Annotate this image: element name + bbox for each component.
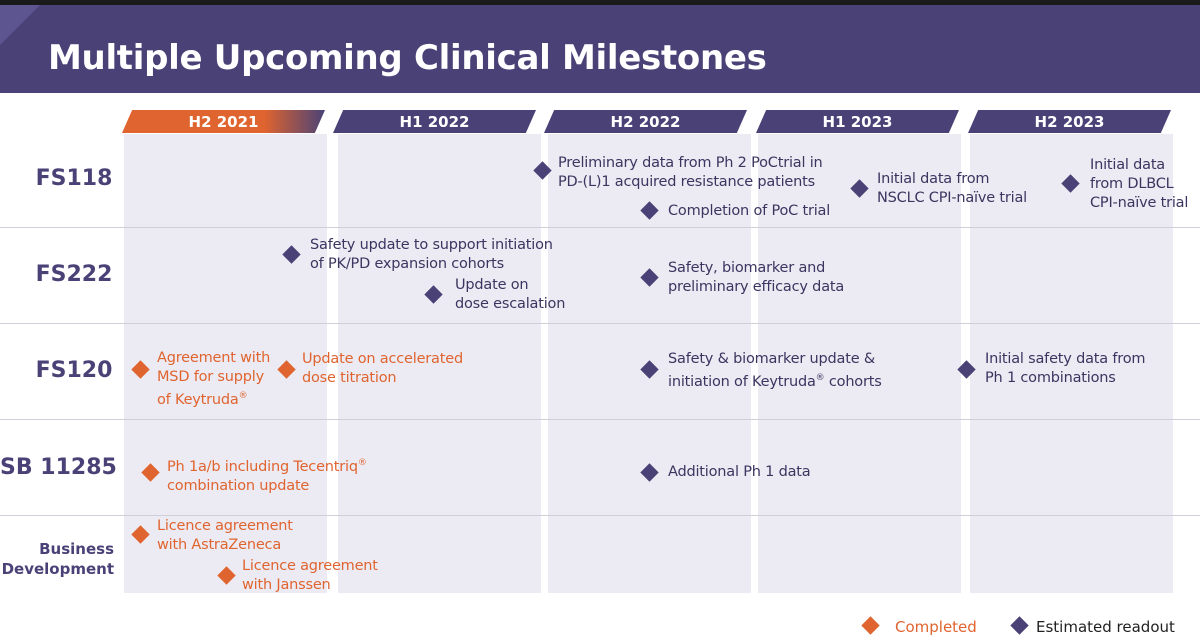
- milestone-fs120-msd-agreement: Agreement with MSD for supply of Keytruda…: [157, 350, 271, 408]
- row-label-fs222: FS222: [35, 262, 113, 287]
- row-label-fs118: FS118: [35, 166, 113, 191]
- title-banner: Multiple Upcoming Clinical Milestones: [0, 5, 1200, 93]
- column-header-h1-2023: H1 2023: [756, 110, 959, 133]
- row-label-fs120: FS120: [35, 358, 113, 383]
- milestone-fs120-combinations: Initial safety data from Ph 1 combination…: [985, 351, 1146, 386]
- column-header-h2-2023: H2 2023: [968, 110, 1171, 133]
- column-bg-h2-2021: [124, 134, 327, 593]
- legend-estimated-diamond-icon: [1010, 616, 1029, 635]
- banner-corner-accent: [0, 5, 40, 45]
- row-label-business-development: Business Development: [2, 539, 114, 579]
- column-header-h2-2021: H2 2021: [122, 110, 325, 133]
- milestone-fs118-preliminary-data: Preliminary data from Ph 2 PoCtrial in PD…: [558, 155, 823, 190]
- row-divider: [0, 515, 1200, 516]
- milestone-fs222-efficacy: Safety, biomarker and preliminary efficac…: [668, 260, 845, 295]
- milestone-fs222-dose-escalation: Update on dose escalation: [455, 277, 566, 312]
- row-label-line: Business: [39, 540, 114, 558]
- top-edge: [0, 0, 1200, 5]
- page-title: Multiple Upcoming Clinical Milestones: [48, 38, 767, 78]
- milestone-sb11285-additional-data: Additional Ph 1 data: [668, 464, 811, 480]
- milestone-fs222-safety-update: Safety update to support initiation of PK…: [310, 237, 553, 272]
- row-label-sb11285: SB 11285: [0, 455, 117, 480]
- legend-completed-label: Completed: [895, 618, 977, 636]
- column-bg-h2-2023: [970, 134, 1173, 593]
- row-divider: [0, 323, 1200, 324]
- row-divider: [0, 227, 1200, 228]
- milestone-fs118-completion: Completion of PoC trial: [668, 203, 831, 219]
- milestone-fs120-keytruda-cohorts: Safety & biomarker update & initiation o…: [668, 351, 882, 390]
- column-header-h2-2022: H2 2022: [544, 110, 747, 133]
- milestone-bd-janssen: Licence agreement with Janssen: [242, 558, 378, 593]
- column-bg-h1-2023: [758, 134, 961, 593]
- milestone-fs118-nsclc: Initial data from NSCLC CPI-naïve trial: [877, 171, 1027, 206]
- column-bg-h1-2022: [338, 134, 541, 593]
- legend-completed-diamond-icon: [861, 616, 880, 635]
- row-label-line: Development: [1, 560, 114, 578]
- milestone-fs118-dlbcl: Initial data from DLBCL CPI-naïve trial: [1090, 157, 1189, 211]
- column-header-h1-2022: H1 2022: [333, 110, 536, 133]
- milestone-sb11285-tecentriq: Ph 1a/b including Tecentriq® combination…: [167, 458, 367, 494]
- milestone-bd-astrazeneca: Licence agreement with AstraZeneca: [157, 518, 293, 553]
- row-divider: [0, 419, 1200, 420]
- legend-estimated-label: Estimated readout: [1036, 618, 1175, 636]
- milestone-fs120-dose-titration: Update on accelerated dose titration: [302, 351, 463, 386]
